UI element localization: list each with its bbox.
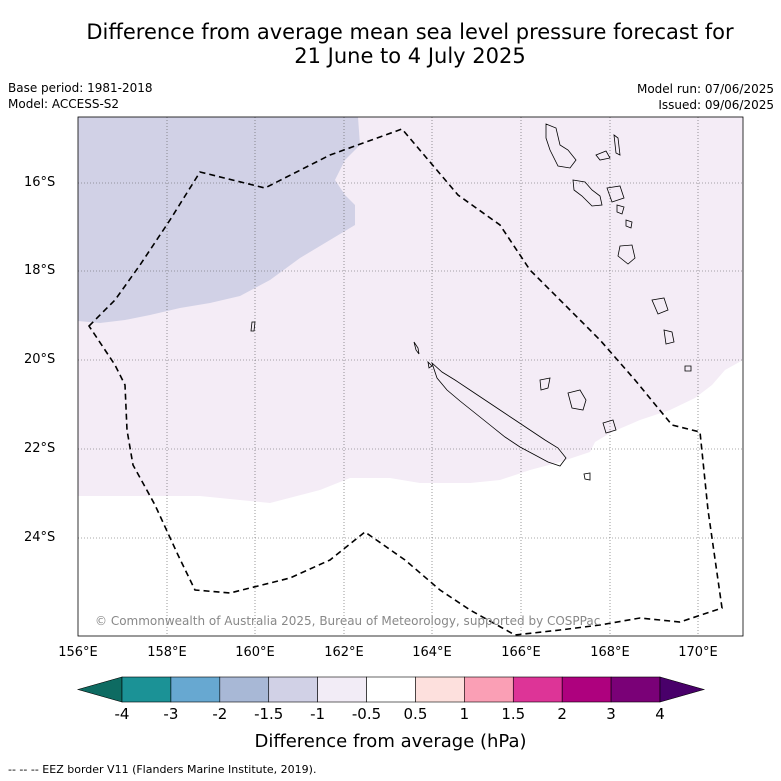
colorbar-tick-label: 1 xyxy=(459,705,470,723)
colorbar-swatch xyxy=(512,676,563,703)
chart-title-line1: Difference from average mean sea level p… xyxy=(86,20,734,44)
model-run: Model run: 07/06/2025 xyxy=(636,82,774,96)
colorbar-extend-high xyxy=(659,676,706,703)
loyalty-islands xyxy=(539,377,551,391)
colorbar-swatch xyxy=(366,676,416,703)
anomaly-region-minus-1 xyxy=(78,117,360,323)
lon-label-160e: 160°E xyxy=(235,645,275,660)
base-period: Base period: 1981-2018 xyxy=(8,81,153,95)
graticule xyxy=(78,117,743,636)
colorbar-tick-label: -1 xyxy=(310,705,326,723)
model-name: Model: ACCESS-S2 xyxy=(8,97,120,111)
colorbar-tick-label: 2 xyxy=(557,705,567,723)
colorbar-swatch xyxy=(415,676,465,703)
lat-label-24s: 24°S xyxy=(24,530,56,545)
lon-label-170e: 170°E xyxy=(678,645,718,660)
colorbar-swatch xyxy=(561,676,612,703)
chart-title-line2: 21 June to 4 July 2025 xyxy=(294,44,526,68)
colorbar-label: Difference from average (hPa) xyxy=(254,731,527,752)
eez-border xyxy=(87,128,723,636)
colorbar-swatch xyxy=(610,676,661,703)
colorbar-swatch xyxy=(170,676,221,703)
new-caledonia-main xyxy=(431,361,567,467)
colorbar-tick-label: -0.5 xyxy=(351,705,382,723)
colorbar-swatch xyxy=(121,676,172,703)
lon-label-166e: 166°E xyxy=(501,645,541,660)
lon-label-156e: 156°E xyxy=(58,645,98,660)
eez-legend-note: -- -- -- EEZ border V11 (Flanders Marine… xyxy=(8,763,317,776)
colorbar-tick-label: -1.5 xyxy=(254,705,284,723)
colorbar-swatch xyxy=(219,676,270,703)
colorbar-tick-label: 3 xyxy=(606,705,616,723)
issued-date: Issued: 09/06/2025 xyxy=(658,98,774,112)
colorbar-extend-low xyxy=(76,676,123,703)
colorbar-tick-label: 1.5 xyxy=(501,705,526,723)
colorbar-tick-label: 0.5 xyxy=(403,705,428,723)
colorbar-tick-label: -2 xyxy=(212,705,228,723)
map-area xyxy=(78,117,743,636)
colorbar-tick-label: -4 xyxy=(114,705,130,723)
colorbar xyxy=(76,676,706,703)
colorbar-swatch xyxy=(268,676,318,703)
lon-label-158e: 158°E xyxy=(147,645,187,660)
coastline xyxy=(250,123,692,481)
vanuatu-islands xyxy=(545,123,577,169)
lat-label-20s: 20°S xyxy=(24,352,56,367)
lat-label-18s: 18°S xyxy=(24,263,56,278)
lon-label-164e: 164°E xyxy=(412,645,452,660)
colorbar-swatch xyxy=(317,676,367,703)
lon-label-168e: 168°E xyxy=(590,645,630,660)
copyright-notice: © Commonwealth of Australia 2025, Bureau… xyxy=(95,614,601,628)
lon-label-162e: 162°E xyxy=(324,645,364,660)
colorbar-tick-label: 4 xyxy=(655,705,665,723)
lat-label-22s: 22°S xyxy=(24,441,56,456)
colorbar-tick-label: -3 xyxy=(163,705,179,723)
map-frame xyxy=(77,116,744,637)
colorbar-swatch xyxy=(464,676,514,703)
lat-label-16s: 16°S xyxy=(24,175,56,190)
